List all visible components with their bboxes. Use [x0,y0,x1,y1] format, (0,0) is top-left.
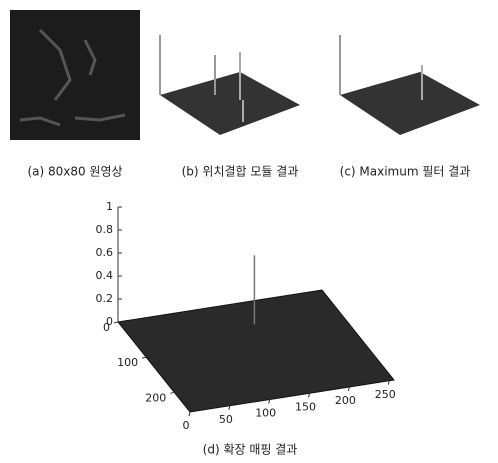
small-plot-b [160,35,300,135]
y-tick [114,322,118,323]
figure-svg: (a) 80x80 원영상 (b) 위치결합 모듈 결과 (c) Maximum… [0,0,498,463]
x-tick-label: 50 [219,413,233,426]
x-tick-label: 150 [295,400,316,413]
x-tick-label: 0 [183,419,190,432]
caption: (c) Maximum 필터 결과 [340,165,471,179]
caption: (a) 80x80 원영상 [27,165,122,179]
x-tick-label: 100 [255,407,276,420]
x-tick [189,412,190,416]
figure: (a) 80x80 원영상 (b) 위치결합 모듈 결과 (c) Maximum… [0,0,498,463]
y-tick-label: 200 [145,391,166,404]
z-tick-label: 0.8 [96,223,114,236]
y-tick-label: 100 [117,356,138,369]
small-plot-c [340,35,480,135]
z-tick-label: 0.6 [96,246,114,259]
z-tick-label: 0.4 [96,269,114,282]
z-tick-label: 0.2 [96,292,114,305]
x-tick-label: 200 [335,394,356,407]
caption: (d) 확장 매핑 결과 [203,443,298,457]
y-tick [142,357,146,358]
y-tick-label: 0 [103,321,110,334]
caption: (b) 위치결합 모듈 결과 [182,165,299,179]
x-tick-label: 250 [375,388,396,401]
z-tick-label: 1 [106,200,113,213]
y-tick [170,392,174,393]
